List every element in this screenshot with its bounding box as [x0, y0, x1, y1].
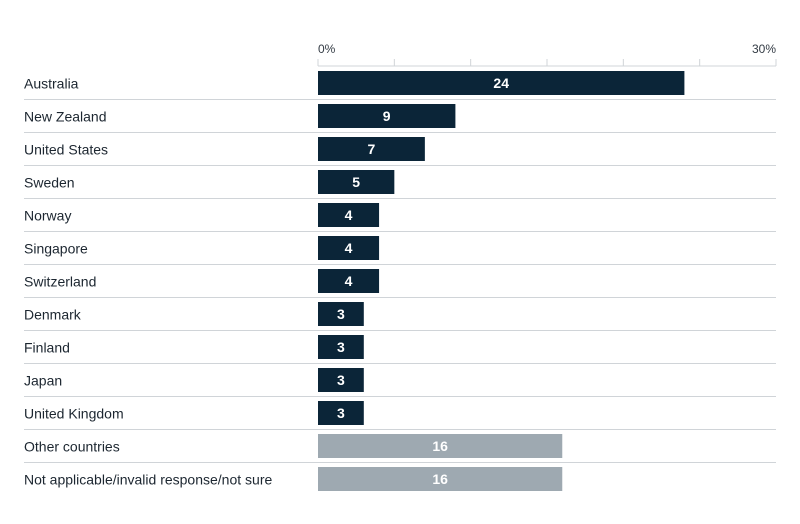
category-label: Finland — [24, 340, 70, 356]
bar-value-label: 3 — [337, 306, 345, 322]
bar-value-label: 3 — [337, 405, 345, 421]
bar-value-label: 16 — [432, 471, 448, 487]
bar-row: Switzerland 4 — [24, 269, 776, 298]
bar-value-label: 3 — [337, 339, 345, 355]
bar-value-label: 7 — [368, 141, 376, 157]
bar — [318, 236, 380, 260]
tick-label-min: 0% — [318, 42, 336, 56]
bar — [318, 170, 395, 194]
category-label: United Kingdom — [24, 406, 124, 422]
bar — [318, 368, 364, 392]
bar-row: Sweden 5 — [24, 170, 776, 199]
category-label: Switzerland — [24, 274, 96, 290]
bar-value-label: 24 — [493, 75, 509, 91]
bar-value-label: 3 — [337, 372, 345, 388]
bar-row: Australia 24 — [24, 71, 776, 100]
bar-row: United Kingdom 3 — [24, 401, 776, 430]
bar — [318, 302, 364, 326]
bar — [318, 467, 563, 491]
bar-value-label: 16 — [432, 438, 448, 454]
bar-row: Norway 4 — [24, 203, 776, 232]
bar-row: Other countries 16 — [24, 434, 776, 463]
bar-row: United States 7 — [24, 137, 776, 166]
category-label: Australia — [24, 76, 79, 92]
category-label: Other countries — [24, 439, 120, 455]
bar-row: Denmark 3 — [24, 302, 776, 331]
bar — [318, 71, 685, 95]
tick-label-max: 30% — [752, 42, 776, 56]
bar-row: Japan 3 — [24, 368, 776, 397]
bar-value-label: 9 — [383, 108, 391, 124]
category-label: United States — [24, 142, 108, 158]
gridlines — [317, 59, 777, 67]
bar-row: Singapore 4 — [24, 236, 776, 265]
category-label: Not applicable/invalid response/not sure — [24, 472, 272, 488]
category-label: New Zealand — [24, 109, 107, 125]
bar-row: Not applicable/invalid response/not sure… — [24, 467, 563, 491]
bar-value-label: 4 — [345, 273, 353, 289]
bar — [318, 434, 563, 458]
bar-row: Finland 3 — [24, 335, 776, 364]
bar — [318, 401, 364, 425]
bar — [318, 203, 380, 227]
category-label: Sweden — [24, 175, 75, 191]
axis-ticks: 0% 30% — [318, 42, 776, 56]
bar — [318, 335, 364, 359]
bar-row: New Zealand 9 — [24, 104, 776, 133]
category-label: Denmark — [24, 307, 82, 323]
bar-value-label: 4 — [345, 207, 353, 223]
bar-rows: Australia 24 New Zealand 9 United States 7 Swe… — [24, 71, 776, 491]
category-label: Singapore — [24, 241, 88, 257]
bar — [318, 269, 380, 293]
category-label: Norway — [24, 208, 71, 224]
bar-value-label: 4 — [345, 240, 353, 256]
bar — [318, 104, 456, 128]
category-label: Japan — [24, 373, 62, 389]
bar — [318, 137, 425, 161]
bar-value-label: 5 — [352, 174, 360, 190]
